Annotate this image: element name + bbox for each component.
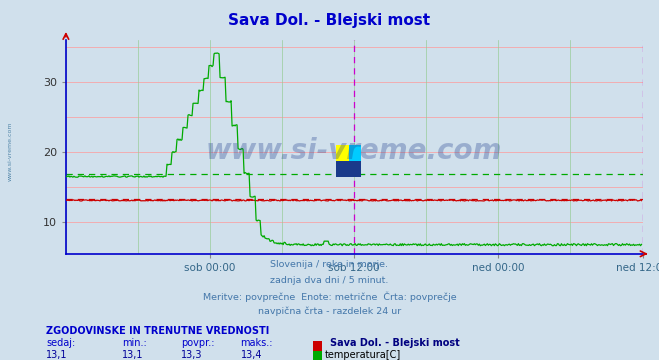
Text: Sava Dol. - Blejski most: Sava Dol. - Blejski most [229,13,430,28]
Bar [349,161,361,176]
Bar [349,145,361,161]
Text: 13,1: 13,1 [46,350,68,360]
Text: zadnja dva dni / 5 minut.: zadnja dva dni / 5 minut. [270,276,389,285]
Text: povpr.:: povpr.: [181,338,215,348]
Text: ZGODOVINSKE IN TRENUTNE VREDNOSTI: ZGODOVINSKE IN TRENUTNE VREDNOSTI [46,326,270,336]
Bar [336,161,349,176]
Text: 13,3: 13,3 [181,350,203,360]
Text: www.si-vreme.com: www.si-vreme.com [206,137,502,165]
Bar [336,145,349,161]
Text: temperatura[C]: temperatura[C] [325,350,401,360]
Text: Sava Dol. - Blejski most: Sava Dol. - Blejski most [330,338,459,348]
Text: 13,4: 13,4 [241,350,262,360]
Text: www.si-vreme.com: www.si-vreme.com [8,121,13,181]
Text: 13,1: 13,1 [122,350,144,360]
Text: sedaj:: sedaj: [46,338,75,348]
Text: maks.:: maks.: [241,338,273,348]
Text: navpična črta - razdelek 24 ur: navpična črta - razdelek 24 ur [258,307,401,316]
Text: min.:: min.: [122,338,147,348]
Text: Meritve: povprečne  Enote: metrične  Črta: povprečje: Meritve: povprečne Enote: metrične Črta:… [203,291,456,302]
Text: Slovenija / reke in morje.: Slovenija / reke in morje. [270,260,389,269]
